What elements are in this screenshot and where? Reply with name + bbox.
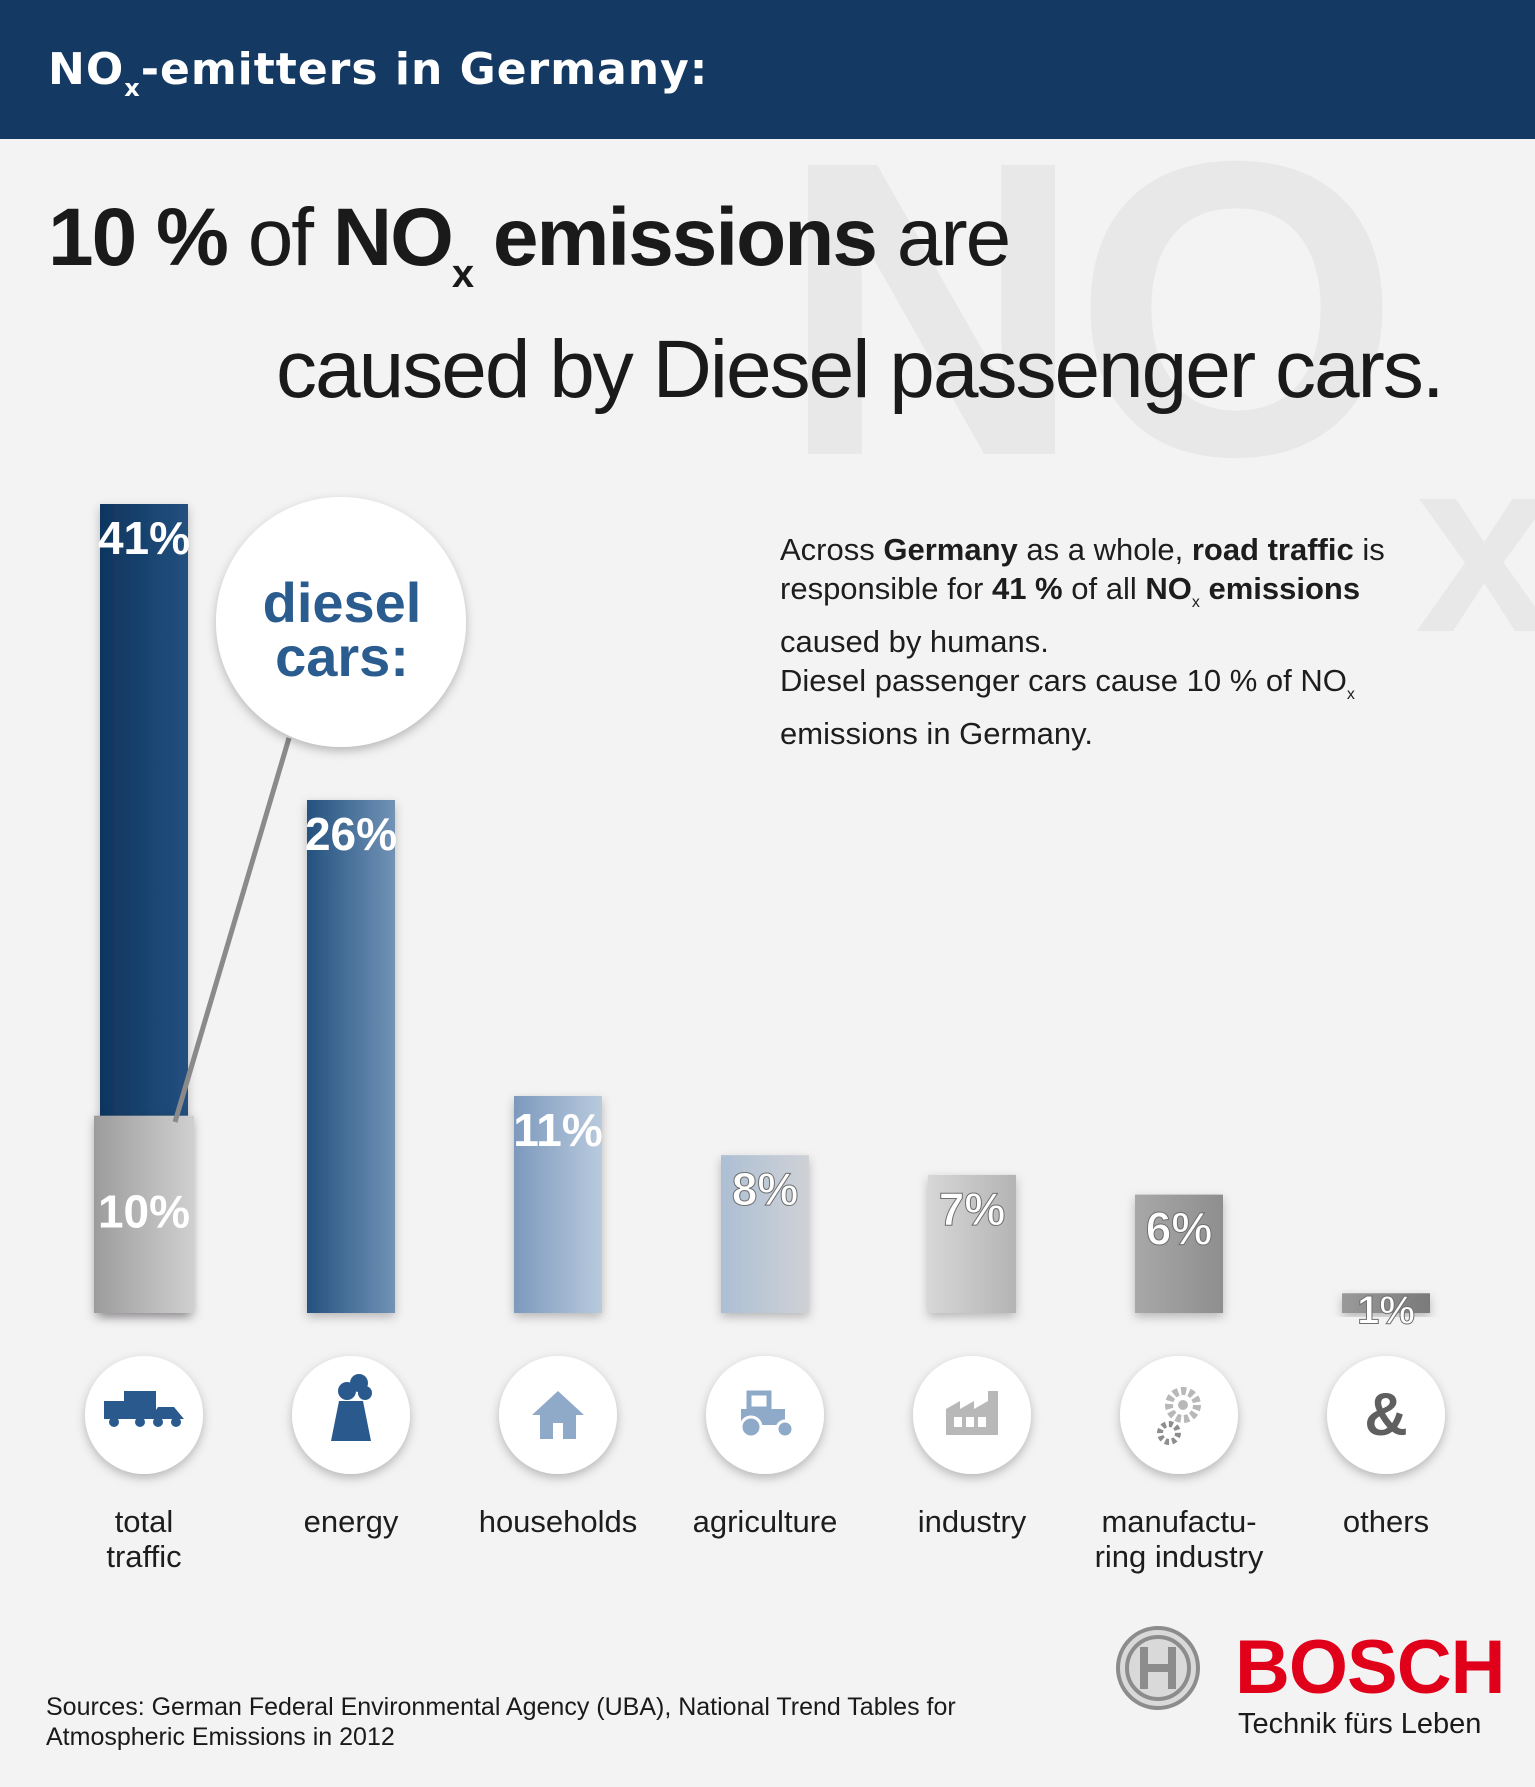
icon-circle-others: [1327, 1356, 1445, 1474]
bar-value-label-households: 11%: [513, 1104, 603, 1156]
callout-line1: diesel: [263, 571, 422, 634]
bar-industry: [928, 1174, 1016, 1313]
bar-others: [1342, 1293, 1430, 1313]
bar-value-label-others: 1%: [1357, 1288, 1415, 1332]
bar-value-label-energy: 26%: [305, 808, 397, 860]
callout-pointer-line: [172, 737, 292, 1123]
watermark-no: NO: [780, 75, 1400, 544]
callout-line2: cars:: [275, 625, 409, 688]
brand-name: BOSCH: [1235, 1625, 1505, 1710]
factory-icon: [913, 1356, 1031, 1474]
bar-value-label-manufacturing-industry: 6%: [1146, 1203, 1212, 1255]
ampersand-glyph: &: [1364, 1381, 1407, 1448]
category-label-total-traffic: total traffic: [106, 1504, 182, 1574]
bar-value-label-total-traffic: 41%: [98, 512, 190, 564]
sources-note: Sources: German Federal Environmental Ag…: [46, 1693, 956, 1751]
bar-households: [514, 1095, 602, 1313]
header-bar: NOx-emitters in Germany:: [0, 0, 1535, 139]
info-text: Across Germany as a whole, road traffic …: [780, 532, 1385, 751]
power-plant-icon: [292, 1356, 410, 1474]
category-label-households: households: [478, 1504, 638, 1539]
category-label-agriculture: agriculture: [692, 1504, 838, 1539]
headline: 10 % of NOx emissions are caused by Dies…: [48, 192, 1445, 415]
tractor-icon: [706, 1356, 824, 1474]
category-label-energy: energy: [303, 1504, 399, 1539]
house-icon: [499, 1356, 617, 1474]
truck-car-icon: [85, 1356, 203, 1474]
callout-circle: [216, 497, 466, 747]
ampersand-icon: &: [1327, 1356, 1445, 1474]
header-title: NOx-emitters in Germany:: [48, 44, 709, 102]
sub-bar-diesel-cars: [94, 1115, 194, 1313]
bar-value-label-agriculture: 8%: [732, 1163, 798, 1215]
brand-slogan: Technik fürs Leben: [1238, 1708, 1482, 1740]
bar-energy: [307, 799, 395, 1313]
gears-icon: [1120, 1356, 1238, 1474]
bosch-armature-logo-icon: [1116, 1626, 1200, 1710]
category-label-industry: industry: [917, 1504, 1027, 1539]
sub-bar-value-label-diesel-cars: 10%: [98, 1186, 190, 1238]
bar-manufacturing-industry: [1135, 1194, 1223, 1313]
category-label-others: others: [1342, 1504, 1430, 1539]
category-label-manufacturing-industry: manufactu-ring industry: [1094, 1504, 1264, 1574]
bar-agriculture: [721, 1155, 809, 1313]
bar-value-label-industry: 7%: [939, 1183, 1005, 1235]
watermark-x: x: [1415, 405, 1535, 684]
